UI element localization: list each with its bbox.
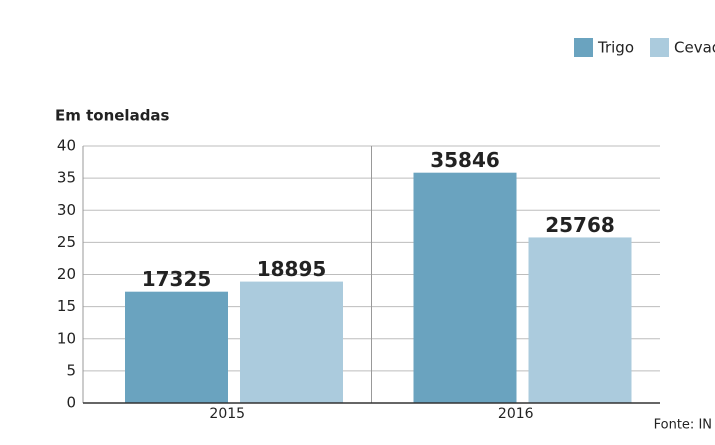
legend-label: Trigo <box>597 39 634 57</box>
y-tick-label: 10 <box>57 329 76 347</box>
y-tick-label: 5 <box>66 361 76 379</box>
y-tick-label: 15 <box>57 297 76 315</box>
bar <box>528 237 632 403</box>
y-tick-label: 40 <box>57 137 76 155</box>
y-tick-label: 20 <box>57 265 76 283</box>
bar <box>240 281 343 403</box>
legend-swatch <box>574 38 593 57</box>
value-label: 25768 <box>545 213 615 237</box>
bar <box>413 172 517 403</box>
y-tick-label: 30 <box>57 201 76 219</box>
value-label: 35846 <box>430 148 500 172</box>
x-tick-label: 2016 <box>498 406 534 422</box>
legend-label: Cevad <box>674 39 715 57</box>
value-label: 17325 <box>142 267 212 291</box>
source: Fonte: IN <box>654 418 712 433</box>
x-tick-label: 2015 <box>209 406 245 422</box>
y-tick-label: 0 <box>66 394 76 412</box>
value-label: 18895 <box>257 257 327 281</box>
legend-swatch <box>650 38 669 57</box>
y-tick-label: 25 <box>57 233 76 251</box>
y-axis-label: Em toneladas <box>55 107 170 125</box>
bar <box>125 291 228 403</box>
y-tick-label: 35 <box>57 169 76 187</box>
